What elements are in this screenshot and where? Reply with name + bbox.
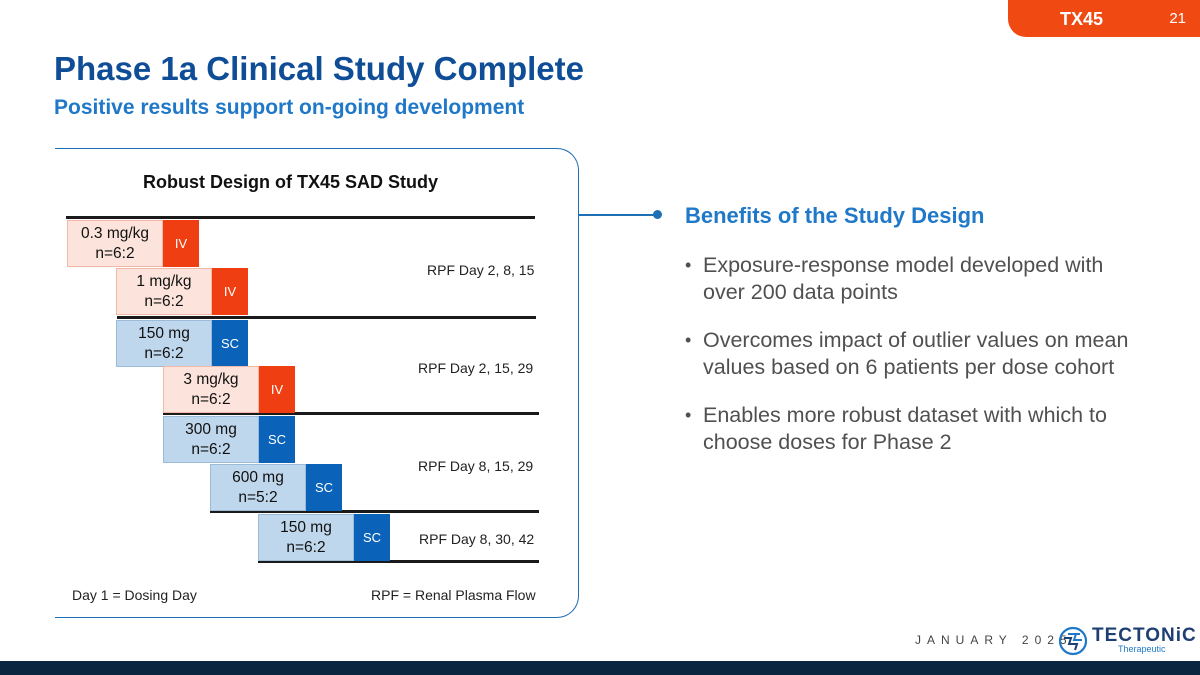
footnote-rpf: RPF = Renal Plasma Flow: [371, 587, 536, 603]
cohort-route-sc: SC: [212, 320, 248, 367]
benefit-item: Exposure-response model developed with o…: [685, 252, 1135, 306]
cohort-dose: 3 mg/kg n=6:2: [163, 366, 259, 413]
benefit-item: Enables more robust dataset with which t…: [685, 402, 1135, 456]
benefits-title: Benefits of the Study Design: [685, 203, 984, 229]
page-title: Phase 1a Clinical Study Complete: [54, 50, 584, 88]
logo-subtitle: Therapeutic: [1118, 644, 1166, 654]
benefits-list: Exposure-response model developed with o…: [685, 252, 1135, 477]
study-design-title: Robust Design of TX45 SAD Study: [143, 172, 438, 193]
page-subtitle: Positive results support on-going develo…: [54, 96, 524, 120]
cohort-route-iv: IV: [163, 220, 199, 267]
cohort-dose: 150 mg n=6:2: [258, 514, 354, 561]
cohort-dose: 150 mg n=6:2: [116, 320, 212, 367]
footer-bar: [0, 661, 1200, 675]
presentation-date: JANUARY 2025: [915, 633, 1073, 647]
cohort-route-sc: SC: [259, 416, 295, 463]
connector-line: [579, 214, 659, 216]
connector-dot: [653, 210, 662, 219]
rpf-label: RPF Day 8, 15, 29: [418, 458, 533, 474]
footnote-dosing-day: Day 1 = Dosing Day: [72, 587, 197, 603]
tag-label: TX45: [1060, 9, 1103, 30]
cohort-dose: 300 mg n=6:2: [163, 416, 259, 463]
benefit-item: Overcomes impact of outlier values on me…: [685, 327, 1135, 381]
section-tag: TX45 21: [1008, 0, 1200, 37]
timeline-line: [117, 316, 536, 319]
rpf-label: RPF Day 2, 15, 29: [418, 360, 533, 376]
tectonic-logo-icon: [1058, 626, 1088, 656]
cohort-dose: 600 mg n=5:2: [210, 464, 306, 511]
cohort-route-iv: IV: [212, 268, 248, 315]
rpf-label: RPF Day 2, 8, 15: [427, 262, 534, 278]
cohort-dose: 1 mg/kg n=6:2: [116, 268, 212, 315]
cohort-route-iv: IV: [259, 366, 295, 413]
page-number: 21: [1169, 10, 1186, 27]
cohort-route-sc: SC: [354, 514, 390, 561]
cohort-dose: 0.3 mg/kg n=6:2: [67, 220, 163, 267]
rpf-label: RPF Day 8, 30, 42: [419, 531, 534, 547]
cohort-route-sc: SC: [306, 464, 342, 511]
timeline-line: [66, 216, 535, 219]
